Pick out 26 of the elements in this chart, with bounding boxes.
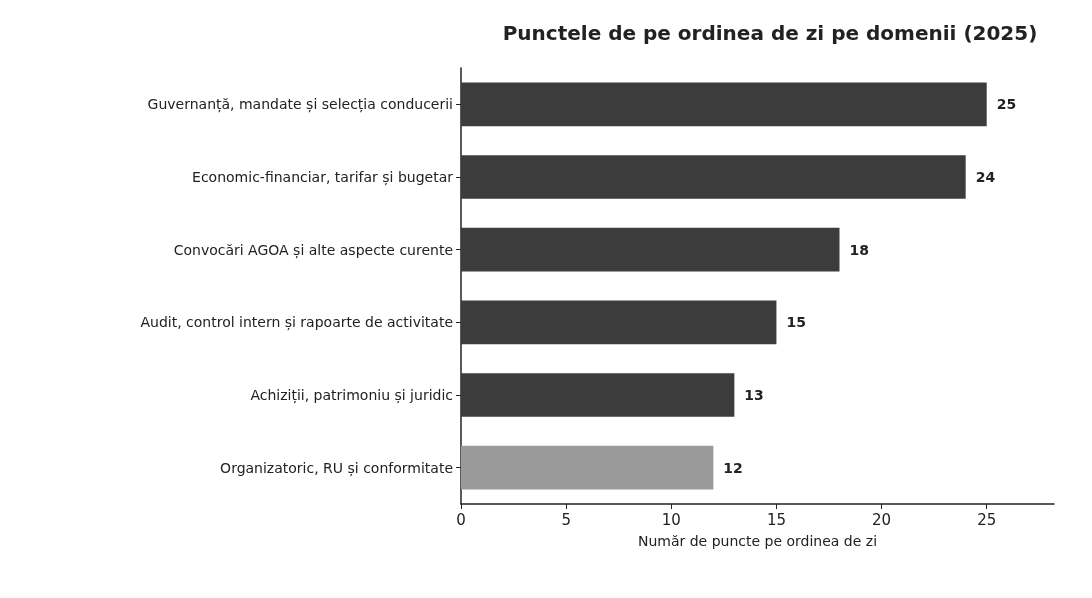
- data-label: 18: [849, 241, 869, 258]
- y-tick-label: Achiziții, patrimoniu și juridic: [250, 387, 453, 404]
- x-tick-label: 5: [561, 510, 571, 529]
- x-axis-title: Număr de puncte pe ordinea de zi: [637, 533, 878, 549]
- y-tick-label: Guvernanță, mandate și selecția conducerii: [147, 96, 453, 114]
- y-tick-label: Economic-financiar, tarifar și bugetar: [192, 169, 454, 186]
- chart-title: Punctele de pe ordinea de zi pe domenii (2025): [502, 21, 1038, 45]
- data-label: 25: [996, 96, 1017, 113]
- y-tick-label: Convocări AGOA și alte aspecte curente: [173, 241, 453, 259]
- y-tick-label: Organizatoric, RU și conformitate: [220, 459, 453, 477]
- y-tick-label: Audit, control intern și rapoarte de activitate: [140, 314, 453, 332]
- data-label: 13: [744, 387, 764, 403]
- data-label: 15: [786, 314, 806, 331]
- data-label: 24: [975, 169, 996, 185]
- x-tick-label: 0: [456, 510, 466, 529]
- bar: [461, 227, 840, 272]
- data-label: 12: [723, 459, 743, 476]
- x-tick-label: 10: [661, 510, 681, 529]
- x-tick-label: 25: [977, 510, 997, 529]
- bar: [461, 300, 777, 345]
- bar: [461, 155, 966, 199]
- bar: [461, 82, 987, 127]
- x-tick-label: 20: [872, 510, 892, 529]
- bar: [461, 373, 735, 417]
- bar: [461, 445, 714, 490]
- x-tick-label: 15: [766, 510, 786, 529]
